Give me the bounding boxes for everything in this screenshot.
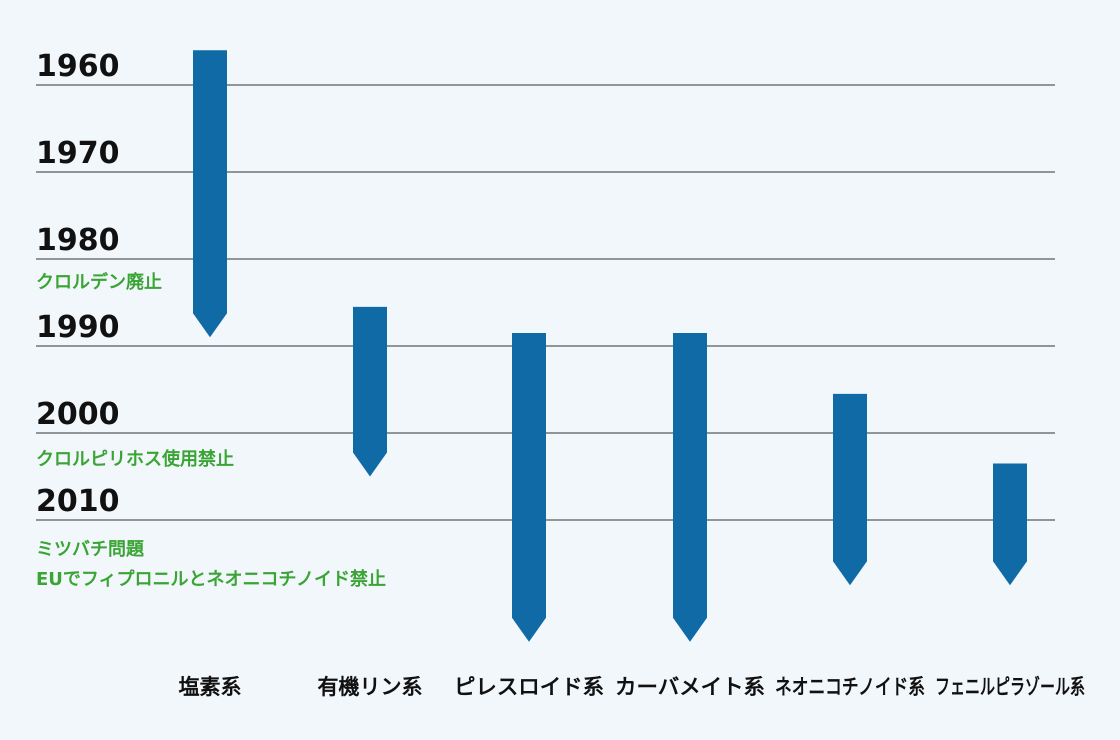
category-label-2: 有機リン系 xyxy=(318,675,423,699)
year-axis: 1960 1970 1980 1990 2000 2010 xyxy=(36,49,120,519)
year-label-1960: 1960 xyxy=(36,49,120,84)
category-arrow-4 xyxy=(673,332,707,642)
category-arrow-2 xyxy=(353,306,387,477)
category-label-5: ネオニコチノイド系 xyxy=(775,675,925,699)
category-labels: 塩素系 有機リン系 ピレスロイド系 カーバメイト系 ネオニコチノイド系 フェニルピラゾール… xyxy=(179,675,1086,699)
note-chlorpyrifos: クロルピリホス使用禁止 xyxy=(36,448,234,470)
category-label-3: ピレスロイド系 xyxy=(454,675,604,699)
note-eu: EUでフィプロニルとネオニコチノイド禁止 xyxy=(36,568,386,590)
year-label-1990: 1990 xyxy=(36,310,120,345)
year-label-2010: 2010 xyxy=(36,484,120,519)
category-bars xyxy=(193,50,1027,642)
category-arrow-1 xyxy=(193,50,227,338)
year-label-1980: 1980 xyxy=(36,223,120,258)
year-label-1970: 1970 xyxy=(36,136,120,171)
category-arrow-3 xyxy=(512,332,546,642)
note-bees: ミツバチ問題 xyxy=(36,539,145,560)
year-label-2000: 2000 xyxy=(36,397,120,432)
event-notes: クロルデン廃止 クロルピリホス使用禁止 ミツバチ問題 EUでフィプロニルとネオニ… xyxy=(36,271,386,590)
category-label-1: 塩素系 xyxy=(179,675,242,699)
category-label-6: フェニルピラゾール系 xyxy=(935,675,1085,699)
category-arrow-6 xyxy=(993,463,1027,586)
note-chlordane: クロルデン廃止 xyxy=(36,271,162,293)
category-label-4: カーバメイト系 xyxy=(615,675,765,699)
category-arrow-5 xyxy=(833,393,867,586)
